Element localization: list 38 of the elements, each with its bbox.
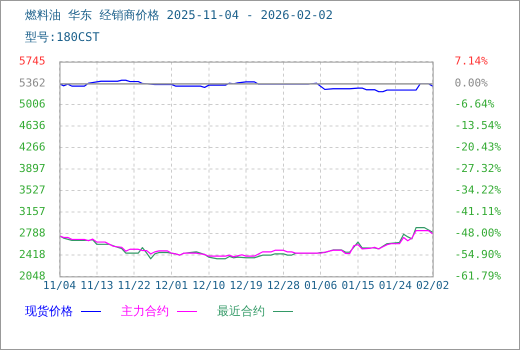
y-tick-label: 5362: [18, 76, 46, 90]
x-tick-label: 11/22: [118, 278, 151, 292]
y-tick-label: 3897: [18, 162, 46, 175]
y2-tick-label: -61.79%: [454, 269, 502, 282]
y2-tick-label: -27.32%: [454, 162, 502, 175]
chart-title: 燃料油 华东 经销商价格 2025-11-04 - 2026-02-02: [25, 7, 333, 24]
y-tick-label: 3527: [18, 183, 46, 196]
y-tick-label: 5006: [18, 97, 46, 110]
y2-tick-label: -20.43%: [454, 140, 502, 154]
y-tick-label: 2788: [18, 226, 46, 240]
x-tick-label: 11/13: [80, 278, 114, 292]
y2-tick-label: -54.90%: [454, 248, 502, 261]
y-tick-label: 2048: [18, 269, 46, 282]
y-tick-label: 4636: [18, 118, 46, 132]
y-tick-label: 3157: [18, 204, 46, 218]
legend-label: 最近合约: [217, 304, 265, 318]
x-tick-label: 12/28: [266, 278, 300, 292]
x-tick-label: 01/24: [378, 278, 412, 292]
legend-label: 现货价格: [25, 304, 73, 318]
x-tick-label: 11/04: [42, 278, 76, 292]
x-tick-label: 12/19: [230, 278, 263, 292]
y2-tick-label: -6.64%: [454, 97, 495, 110]
x-tick-label: 01/15: [341, 278, 375, 292]
y2-tick-label: -13.54%: [454, 118, 502, 132]
x-tick-label: 01/06: [304, 278, 338, 292]
y-tick-label: 4266: [18, 140, 46, 154]
x-tick-label: 12/10: [192, 278, 226, 292]
legend-label: 主力合约: [121, 304, 169, 318]
x-tick-label: 12/01: [154, 278, 188, 292]
y2-tick-label: 7.14%: [454, 54, 488, 68]
chart-subtitle: 型号:180CST: [25, 29, 100, 46]
y-tick-label: 2418: [18, 248, 46, 261]
y2-tick-label: 0.00%: [454, 76, 488, 90]
y-tick-label: 5745: [18, 54, 46, 68]
y2-tick-label: -34.22%: [454, 183, 502, 196]
y2-tick-label: -41.11%: [454, 204, 502, 218]
x-tick-label: 02/02: [416, 278, 450, 292]
y2-tick-label: -48.00%: [454, 226, 502, 240]
